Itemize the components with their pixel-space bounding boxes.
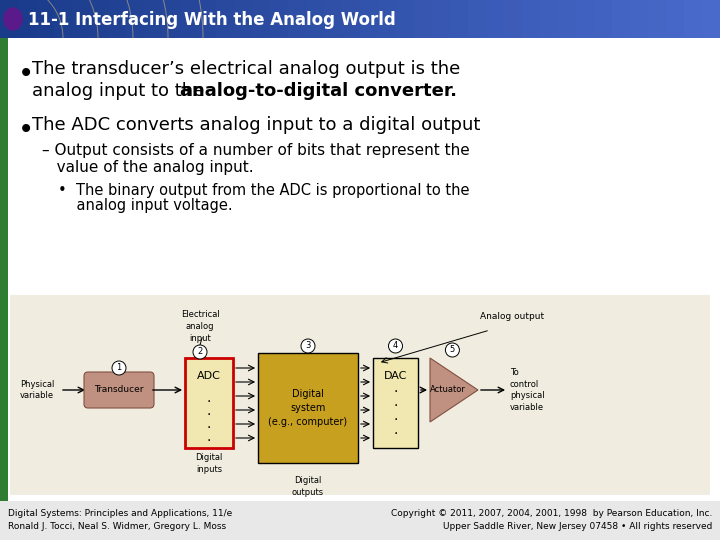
Bar xyxy=(486,0,505,38)
Text: .: . xyxy=(207,404,211,418)
Text: value of the analog input.: value of the analog input. xyxy=(42,160,253,175)
Bar xyxy=(684,0,703,38)
Text: .: . xyxy=(393,395,397,409)
Ellipse shape xyxy=(4,8,22,30)
Text: – Output consists of a number of bits that represent the: – Output consists of a number of bits th… xyxy=(42,143,469,158)
Text: Upper Saddle River, New Jersey 07458 • All rights reserved: Upper Saddle River, New Jersey 07458 • A… xyxy=(443,522,712,531)
Bar xyxy=(0,0,19,38)
FancyBboxPatch shape xyxy=(84,372,154,408)
Bar xyxy=(54,0,73,38)
Text: DAC: DAC xyxy=(384,371,408,381)
Bar xyxy=(522,0,541,38)
Text: 11-1 Interfacing With the Analog World: 11-1 Interfacing With the Analog World xyxy=(28,11,396,29)
Text: analog-to-digital converter.: analog-to-digital converter. xyxy=(180,82,457,100)
Circle shape xyxy=(301,339,315,353)
Bar xyxy=(360,0,379,38)
Bar xyxy=(414,0,433,38)
Bar xyxy=(666,0,685,38)
Bar xyxy=(648,0,667,38)
Text: Copyright © 2011, 2007, 2004, 2001, 1998  by Pearson Education, Inc.: Copyright © 2011, 2007, 2004, 2001, 1998… xyxy=(391,509,712,518)
Bar xyxy=(180,0,199,38)
Text: .: . xyxy=(207,417,211,431)
Bar xyxy=(373,358,418,448)
Bar xyxy=(540,0,559,38)
Bar xyxy=(504,0,523,38)
Bar xyxy=(288,0,307,38)
Bar xyxy=(342,0,361,38)
Text: The ADC converts analog input to a digital output: The ADC converts analog input to a digit… xyxy=(32,116,480,134)
Text: 5: 5 xyxy=(450,346,455,354)
Text: .: . xyxy=(393,381,397,395)
Text: The transducer’s electrical analog output is the: The transducer’s electrical analog outpu… xyxy=(32,60,460,78)
Bar xyxy=(702,0,720,38)
Bar xyxy=(90,0,109,38)
Bar xyxy=(36,0,55,38)
Text: Actuator: Actuator xyxy=(430,386,466,395)
Bar xyxy=(630,0,649,38)
Circle shape xyxy=(389,339,402,353)
Bar xyxy=(234,0,253,38)
Text: Physical
variable: Physical variable xyxy=(20,380,55,400)
Bar xyxy=(162,0,181,38)
Text: analog input voltage.: analog input voltage. xyxy=(58,198,233,213)
Bar xyxy=(306,0,325,38)
Bar xyxy=(252,0,271,38)
Bar xyxy=(198,0,217,38)
Bar xyxy=(126,0,145,38)
Text: Electrical
analog
input: Electrical analog input xyxy=(181,310,220,342)
Text: •: • xyxy=(18,60,35,88)
Bar xyxy=(576,0,595,38)
Bar xyxy=(8,38,720,501)
Text: Digital
system
(e.g., computer): Digital system (e.g., computer) xyxy=(269,389,348,427)
Bar xyxy=(0,38,8,501)
Bar xyxy=(594,0,613,38)
Circle shape xyxy=(446,343,459,357)
Circle shape xyxy=(193,345,207,359)
Text: Digital
inputs: Digital inputs xyxy=(195,453,222,474)
Bar xyxy=(450,0,469,38)
Bar xyxy=(258,353,358,463)
Bar xyxy=(378,0,397,38)
Text: .: . xyxy=(207,430,211,444)
Text: Transducer: Transducer xyxy=(94,386,144,395)
Bar xyxy=(144,0,163,38)
Text: To
control
physical
variable: To control physical variable xyxy=(510,368,544,412)
Text: •: • xyxy=(18,116,35,144)
Polygon shape xyxy=(430,358,478,422)
Bar xyxy=(270,0,289,38)
Text: .: . xyxy=(393,409,397,423)
Text: ADC: ADC xyxy=(197,371,221,381)
Circle shape xyxy=(112,361,126,375)
Text: Digital Systems: Principles and Applications, 11/e: Digital Systems: Principles and Applicat… xyxy=(8,509,233,518)
Text: Ronald J. Tocci, Neal S. Widmer, Gregory L. Moss: Ronald J. Tocci, Neal S. Widmer, Gregory… xyxy=(8,522,226,531)
Text: 3: 3 xyxy=(305,341,311,350)
Text: analog input to the: analog input to the xyxy=(32,82,210,100)
Bar xyxy=(558,0,577,38)
Bar xyxy=(468,0,487,38)
Bar xyxy=(612,0,631,38)
Bar xyxy=(72,0,91,38)
Bar xyxy=(396,0,415,38)
Bar xyxy=(185,358,233,448)
Text: Digital
outputs: Digital outputs xyxy=(292,476,324,497)
Bar xyxy=(0,501,720,540)
Bar xyxy=(10,295,710,495)
Text: Analog output: Analog output xyxy=(480,312,544,321)
Text: .: . xyxy=(207,391,211,405)
Bar xyxy=(18,0,37,38)
Text: •  The binary output from the ADC is proportional to the: • The binary output from the ADC is prop… xyxy=(58,183,469,198)
Text: 2: 2 xyxy=(197,348,202,356)
Bar xyxy=(216,0,235,38)
Text: 1: 1 xyxy=(117,363,122,373)
Bar xyxy=(324,0,343,38)
Bar xyxy=(108,0,127,38)
Text: 4: 4 xyxy=(393,341,398,350)
Text: .: . xyxy=(393,423,397,437)
Bar xyxy=(432,0,451,38)
